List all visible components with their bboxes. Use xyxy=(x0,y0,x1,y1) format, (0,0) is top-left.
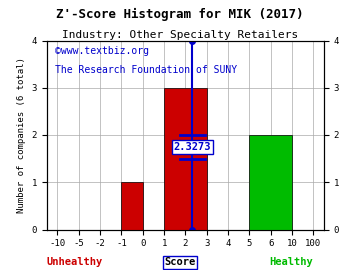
Text: Score: Score xyxy=(165,257,195,267)
Text: ©www.textbiz.org: ©www.textbiz.org xyxy=(55,46,149,56)
Text: The Research Foundation of SUNY: The Research Foundation of SUNY xyxy=(55,65,237,75)
Bar xyxy=(164,88,207,229)
Bar xyxy=(121,182,143,229)
Bar xyxy=(249,135,292,230)
Text: Unhealthy: Unhealthy xyxy=(47,257,103,267)
Y-axis label: Number of companies (6 total): Number of companies (6 total) xyxy=(17,57,26,213)
Text: Industry: Other Specialty Retailers: Industry: Other Specialty Retailers xyxy=(62,30,298,40)
Text: Healthy: Healthy xyxy=(269,257,313,267)
Text: Z'-Score Histogram for MIK (2017): Z'-Score Histogram for MIK (2017) xyxy=(56,8,304,21)
Text: 2.3273: 2.3273 xyxy=(174,142,211,152)
